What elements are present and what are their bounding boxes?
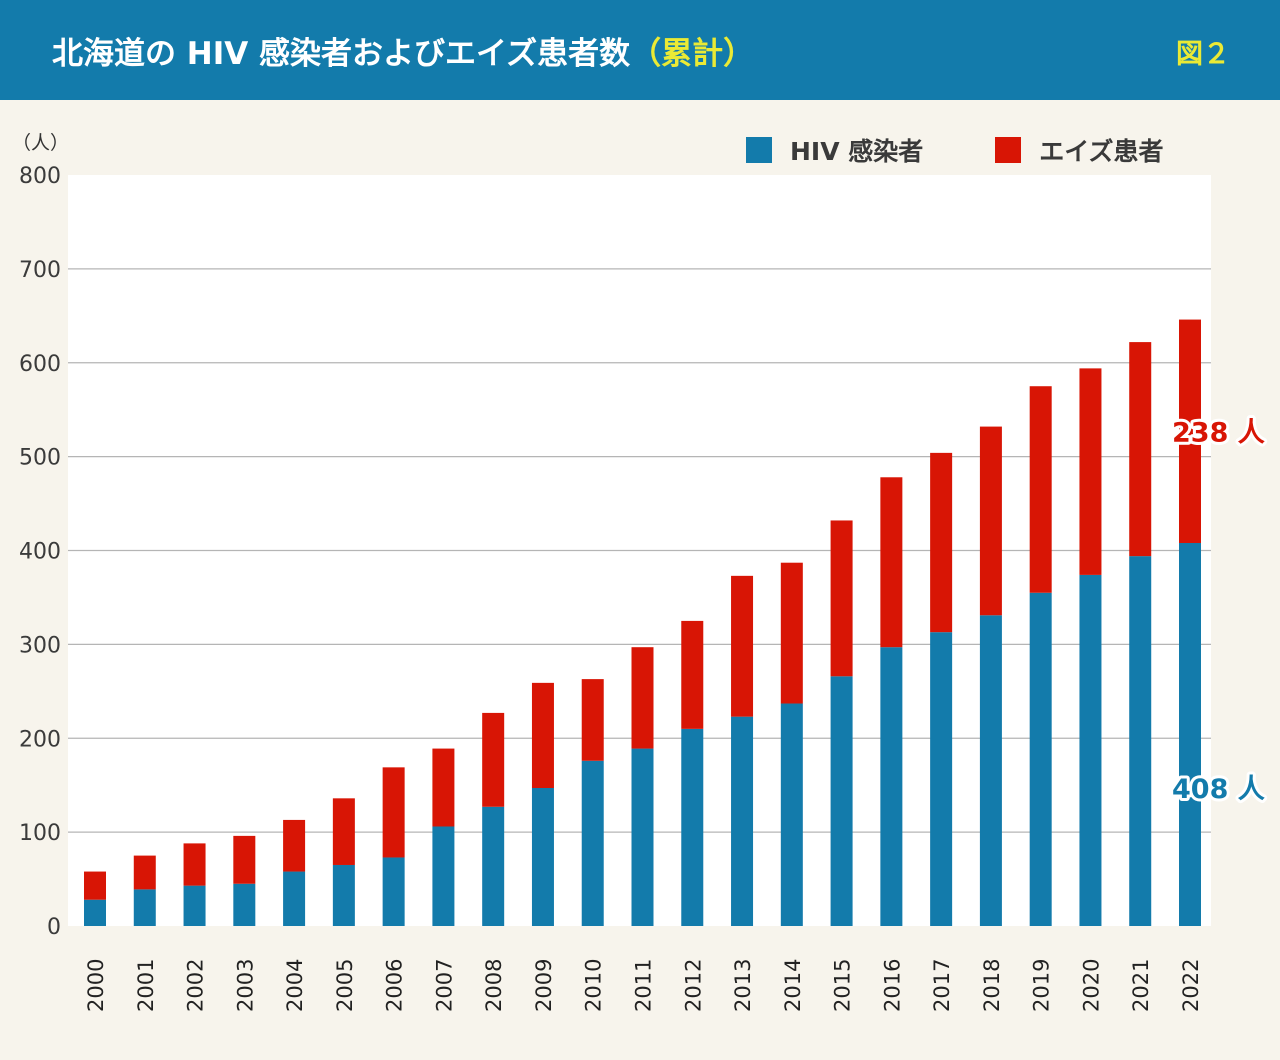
bar-hiv-2005 <box>332 864 355 926</box>
bar-aids-2020 <box>1079 368 1102 575</box>
chart-title-accent: （累計） <box>630 36 755 72</box>
bar-hiv-2021 <box>1129 556 1152 926</box>
bar-aids-2015 <box>830 520 853 677</box>
x-tick-label: 2001 <box>134 959 158 1012</box>
bar-hiv-2022 <box>1179 542 1201 926</box>
bar-aids-2004 <box>283 819 306 872</box>
x-tick-label: 2020 <box>1079 959 1103 1012</box>
bar-hiv-2003 <box>233 883 256 926</box>
legend-item-aids: エイズ患者 <box>995 132 1164 168</box>
bar-aids-2001 <box>133 855 156 890</box>
x-tick-label: 2005 <box>333 959 357 1012</box>
y-tick-label: 600 <box>19 352 61 377</box>
chart-title-main: 北海道の HIV 感染者およびエイズ患者数 <box>52 36 631 72</box>
bar-aids-2003 <box>233 835 256 884</box>
x-tick-label: 2015 <box>831 959 855 1012</box>
bar-hiv-2006 <box>382 857 405 926</box>
x-tick-label: 2019 <box>1030 959 1054 1012</box>
bar-hiv-2020 <box>1079 574 1102 926</box>
y-tick-label: 300 <box>19 633 61 658</box>
bar-hiv-2017 <box>930 632 953 926</box>
x-tick-label: 2008 <box>482 959 506 1012</box>
x-tick-label: 2007 <box>432 959 456 1012</box>
y-tick-label: 200 <box>19 727 61 752</box>
x-tick-label: 2014 <box>781 959 805 1012</box>
legend-label-hiv: HIV 感染者 <box>790 137 924 166</box>
bar-hiv-2012 <box>681 728 704 926</box>
figure-number: 図２ <box>1176 39 1230 70</box>
chart-title: 北海道の HIV 感染者およびエイズ患者数（累計） <box>52 28 754 73</box>
bar-aids-2008 <box>482 712 505 807</box>
bar-hiv-2008 <box>482 806 505 926</box>
bar-hiv-2014 <box>780 703 803 926</box>
bar-aids-2022 <box>1179 319 1201 543</box>
x-tick-label: 2009 <box>532 959 556 1012</box>
x-tick-label: 2006 <box>383 959 407 1012</box>
bar-hiv-2011 <box>631 748 654 926</box>
bar-hiv-2001 <box>133 889 156 926</box>
x-tick-label: 2017 <box>930 959 954 1012</box>
y-axis-unit-label: （人） <box>12 132 70 154</box>
bar-aids-2021 <box>1129 342 1152 557</box>
x-tick-label: 2016 <box>880 959 904 1012</box>
bar-aids-2012 <box>681 620 704 729</box>
x-tick-label: 2021 <box>1129 959 1153 1012</box>
bar-aids-2006 <box>382 767 405 858</box>
bar-hiv-2007 <box>432 826 455 926</box>
bar-aids-2000 <box>84 871 106 900</box>
legend: HIV 感染者 エイズ患者 <box>746 132 1236 168</box>
x-tick-label: 2012 <box>681 959 705 1012</box>
x-tick-label: 2013 <box>731 959 755 1012</box>
bar-aids-2019 <box>1029 386 1052 593</box>
legend-label-aids: エイズ患者 <box>1039 137 1164 166</box>
annotation-label: 238 人 <box>1172 417 1265 448</box>
x-tick-label: 2018 <box>980 959 1004 1012</box>
legend-swatch-aids <box>995 137 1022 163</box>
y-tick-label: 0 <box>47 915 61 940</box>
bar-aids-2016 <box>880 477 903 648</box>
y-tick-label: 100 <box>19 821 61 846</box>
x-tick-label: 2003 <box>233 959 257 1012</box>
bar-hiv-2000 <box>84 899 106 926</box>
bar-hiv-2016 <box>880 647 903 926</box>
bar-aids-2013 <box>731 575 754 717</box>
x-tick-label: 2002 <box>184 959 208 1012</box>
bar-hiv-2009 <box>531 788 554 926</box>
y-tick-label: 400 <box>19 540 61 565</box>
bar-hiv-2004 <box>283 871 306 926</box>
legend-item-hiv: HIV 感染者 <box>746 132 923 168</box>
bar-aids-2014 <box>780 562 803 704</box>
y-tick-label: 500 <box>19 446 61 471</box>
bar-aids-2011 <box>631 647 654 749</box>
x-tick-label: 2022 <box>1179 959 1203 1012</box>
bar-hiv-2019 <box>1029 592 1052 926</box>
x-tick-label: 2010 <box>582 959 606 1012</box>
bar-hiv-2010 <box>581 760 604 926</box>
x-tick-label: 2004 <box>283 959 307 1012</box>
bar-hiv-2018 <box>979 615 1002 926</box>
x-tick-label: 2011 <box>632 959 656 1012</box>
bar-aids-2007 <box>432 748 455 827</box>
y-tick-label: 800 <box>19 164 61 189</box>
x-tick-label: 2000 <box>84 959 108 1012</box>
header-banner: 北海道の HIV 感染者およびエイズ患者数（累計） 図２ <box>0 0 1280 100</box>
bar-hiv-2002 <box>183 885 206 926</box>
bar-aids-2002 <box>183 843 206 886</box>
bar-aids-2017 <box>930 452 953 633</box>
y-tick-label: 700 <box>19 258 61 283</box>
bar-aids-2010 <box>581 679 604 761</box>
bar-hiv-2015 <box>830 676 853 926</box>
legend-swatch-hiv <box>746 137 772 163</box>
bar-aids-2009 <box>531 682 554 789</box>
bar-aids-2018 <box>979 426 1002 616</box>
annotation-label: 408 人 <box>1172 774 1265 805</box>
bar-aids-2005 <box>332 798 355 865</box>
bar-hiv-2013 <box>731 716 754 926</box>
